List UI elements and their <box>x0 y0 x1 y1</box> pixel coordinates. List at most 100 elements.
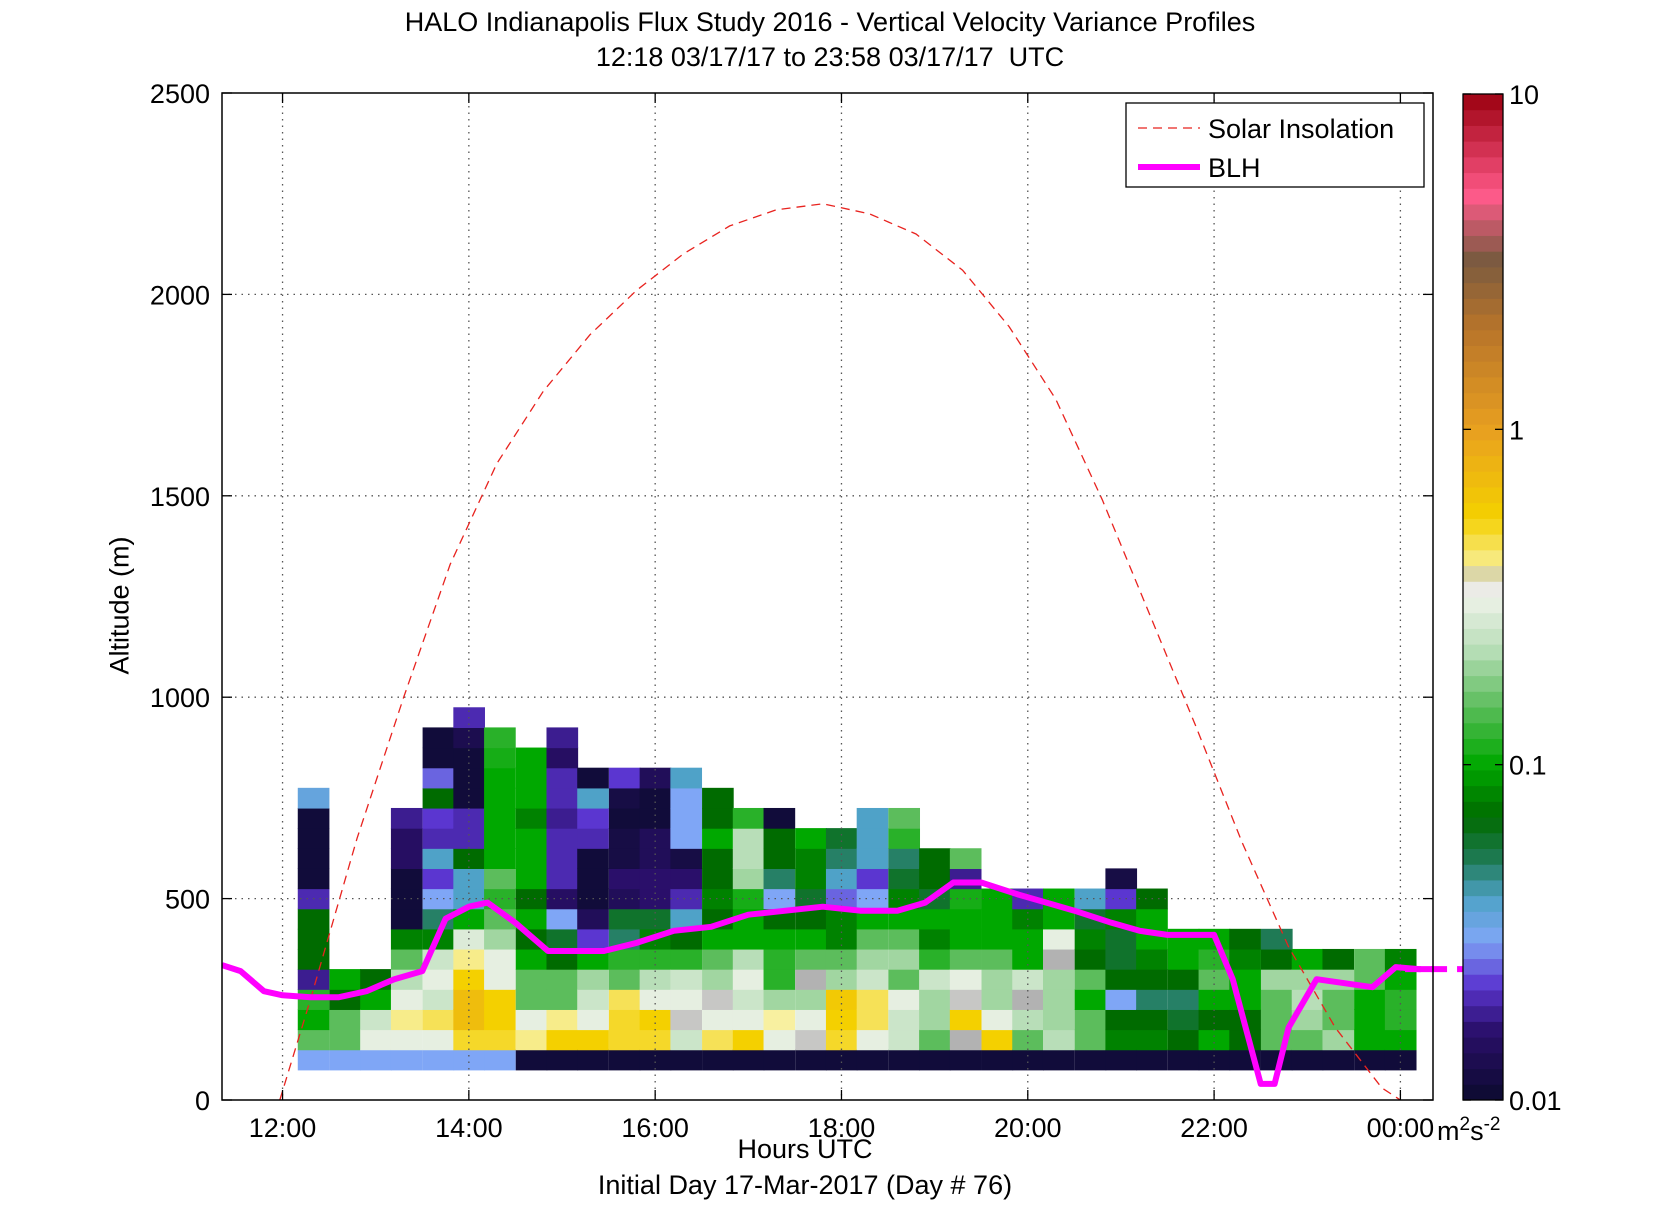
heatmap-cell <box>453 807 485 829</box>
colorbar-units: m2s-2 <box>1437 1114 1500 1147</box>
colorbar-segment <box>1463 927 1503 944</box>
heatmap-cell <box>825 888 858 910</box>
heatmap-cell <box>297 1009 330 1031</box>
heatmap-cell <box>422 828 455 849</box>
heatmap-cell <box>546 888 579 910</box>
heatmap-cell <box>1322 1029 1355 1051</box>
heatmap-cell <box>856 969 889 990</box>
y-tick-label: 0 <box>195 1086 210 1116</box>
heatmap-cell <box>639 787 672 809</box>
heatmap-cell <box>795 908 827 930</box>
heatmap-cell <box>732 989 765 1010</box>
heatmap-cell <box>670 928 703 950</box>
heatmap-cell <box>856 989 889 1010</box>
legend: Solar Insolation BLH <box>1125 102 1425 188</box>
heatmap-cell <box>546 767 579 789</box>
heatmap-cell <box>639 767 672 789</box>
heatmap-cell <box>390 1049 423 1071</box>
heatmap-cell <box>732 848 765 869</box>
colorbar-segment <box>1463 864 1503 881</box>
colorbar-unit-mid: s <box>1470 1116 1484 1146</box>
heatmap-cell <box>856 807 889 829</box>
heatmap-cell <box>422 868 455 890</box>
heatmap-cell <box>453 767 485 789</box>
heatmap-cell <box>702 928 734 950</box>
heatmap-cell <box>360 1009 392 1031</box>
heatmap-cell <box>1167 989 1200 1010</box>
heatmap-cell <box>670 948 703 970</box>
heatmap-cell <box>515 989 548 1010</box>
heatmap-cell <box>702 1029 734 1051</box>
colorbar-segment <box>1463 471 1503 488</box>
heatmap-cell <box>888 828 921 849</box>
chart-subtitle: 12:18 03/17/17 to 23:58 03/17/17 UTC <box>595 42 1065 72</box>
heatmap-cell <box>949 989 982 1010</box>
heatmap-cell <box>1167 1049 1200 1071</box>
heatmap-cell <box>546 948 579 970</box>
heatmap-cell <box>888 1049 921 1071</box>
colorbar-segment <box>1463 314 1503 331</box>
heatmap-cell <box>919 1049 951 1071</box>
heatmap-cell <box>484 727 516 749</box>
colorbar-segment <box>1463 565 1503 582</box>
heatmap-cell <box>856 928 889 950</box>
heatmap-cell <box>1012 1009 1044 1031</box>
colorbar-segment <box>1463 848 1503 865</box>
heatmap-cell <box>981 1029 1014 1051</box>
heatmap-cell <box>888 807 921 829</box>
colorbar-segment <box>1463 1052 1503 1070</box>
heatmap-cell <box>1384 948 1417 970</box>
colorbar-unit-base: m <box>1437 1116 1460 1146</box>
colorbar-segment <box>1463 534 1503 551</box>
heatmap-cell <box>608 828 641 849</box>
heatmap-cell <box>1074 989 1107 1010</box>
axes-frame <box>221 92 1434 1101</box>
heatmap-cell <box>1198 1009 1231 1031</box>
heatmap-cell <box>422 1049 455 1071</box>
heatmap-cell <box>484 807 516 829</box>
heatmap-cell <box>795 868 827 890</box>
colorbar-segment <box>1463 188 1503 205</box>
heatmap-cell <box>670 1049 703 1071</box>
heatmap-cell <box>1354 1029 1386 1051</box>
heatmap-cell <box>825 868 858 890</box>
heatmap-cell <box>1354 948 1386 970</box>
heatmap-cell <box>484 928 516 950</box>
heatmap-cell <box>390 1029 423 1051</box>
heatmap-cell <box>1105 969 1138 990</box>
heatmap-cell <box>670 848 703 869</box>
heatmap-cell <box>639 848 672 869</box>
heatmap-cell <box>888 848 921 869</box>
colorbar-segment <box>1463 942 1503 960</box>
heatmap-cell <box>856 1049 889 1071</box>
x-tick-label: 12:00 <box>249 1113 317 1143</box>
heatmap-cell <box>981 908 1014 930</box>
heatmap-cell <box>1260 969 1293 990</box>
heatmap-cell <box>795 888 827 910</box>
heatmap-cell <box>484 868 516 890</box>
heatmap-cell <box>546 928 579 950</box>
heatmap-cell <box>949 848 982 869</box>
heatmap-cell <box>1322 1049 1355 1071</box>
heatmap-cell <box>422 888 455 910</box>
heatmap-cell <box>484 948 516 970</box>
heatmap-cell <box>639 989 672 1010</box>
colorbar-segment <box>1463 141 1503 158</box>
heatmap-cell <box>639 969 672 990</box>
heatmap-cell <box>546 848 579 869</box>
heatmap-cell <box>422 1009 455 1031</box>
heatmap-cell <box>1167 1009 1200 1031</box>
heatmap-cell <box>1105 1029 1138 1051</box>
heatmap-cell <box>888 1029 921 1051</box>
heatmap-cell <box>484 989 516 1010</box>
heatmap-cell <box>515 868 548 890</box>
heatmap-cell <box>919 1029 951 1051</box>
heatmap-cell <box>639 868 672 890</box>
heatmap-cell <box>1291 1049 1324 1071</box>
colorbar-tick-label: 1 <box>1509 415 1524 445</box>
colorbar-segment <box>1463 439 1503 457</box>
heatmap-cell <box>919 908 951 930</box>
heatmap-cell <box>949 1009 982 1031</box>
heatmap-cell <box>1167 948 1200 970</box>
